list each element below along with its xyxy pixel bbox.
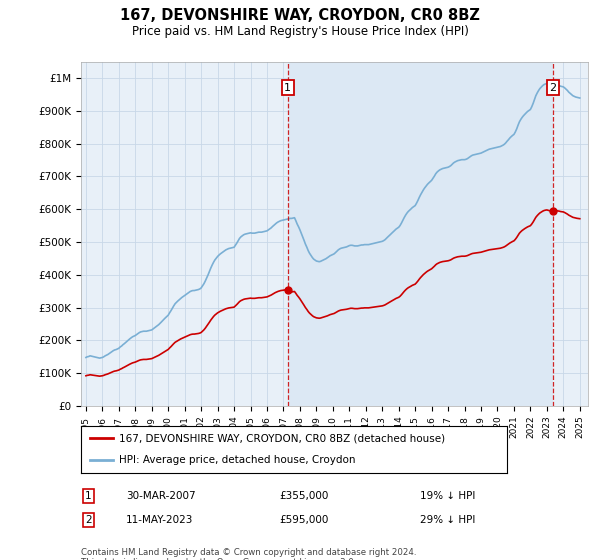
Text: £595,000: £595,000 — [279, 515, 328, 525]
Text: 1: 1 — [85, 491, 92, 501]
Text: 1: 1 — [284, 83, 291, 93]
Text: 19% ↓ HPI: 19% ↓ HPI — [420, 491, 475, 501]
Text: HPI: Average price, detached house, Croydon: HPI: Average price, detached house, Croy… — [119, 455, 356, 465]
Text: 2: 2 — [550, 83, 557, 93]
Text: Price paid vs. HM Land Registry's House Price Index (HPI): Price paid vs. HM Land Registry's House … — [131, 25, 469, 38]
Text: 167, DEVONSHIRE WAY, CROYDON, CR0 8BZ: 167, DEVONSHIRE WAY, CROYDON, CR0 8BZ — [120, 8, 480, 24]
Text: £355,000: £355,000 — [279, 491, 328, 501]
Text: 29% ↓ HPI: 29% ↓ HPI — [420, 515, 475, 525]
Text: 2: 2 — [85, 515, 92, 525]
Text: 167, DEVONSHIRE WAY, CROYDON, CR0 8BZ (detached house): 167, DEVONSHIRE WAY, CROYDON, CR0 8BZ (d… — [119, 433, 445, 444]
Bar — [287, 62, 553, 406]
Text: 30-MAR-2007: 30-MAR-2007 — [126, 491, 196, 501]
Text: Contains HM Land Registry data © Crown copyright and database right 2024.
This d: Contains HM Land Registry data © Crown c… — [81, 548, 416, 560]
Text: 11-MAY-2023: 11-MAY-2023 — [126, 515, 193, 525]
